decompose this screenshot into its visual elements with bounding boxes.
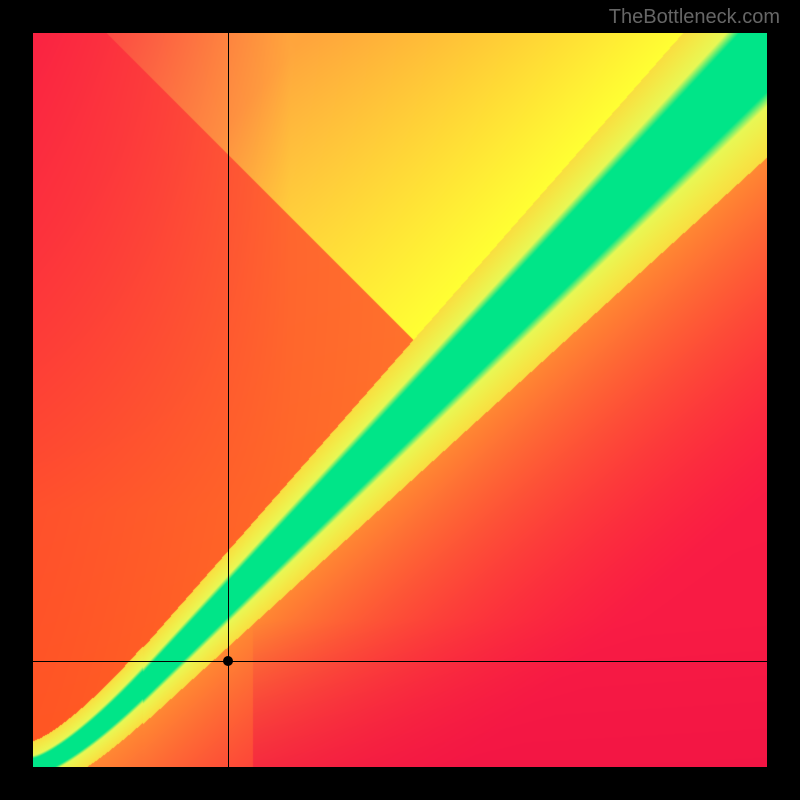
chart-container: TheBottleneck.com	[0, 0, 800, 800]
crosshair-horizontal	[33, 661, 767, 662]
crosshair-marker-icon	[223, 656, 233, 666]
watermark-text: TheBottleneck.com	[609, 6, 780, 29]
heatmap-canvas	[33, 33, 767, 767]
plot-area	[33, 33, 767, 767]
